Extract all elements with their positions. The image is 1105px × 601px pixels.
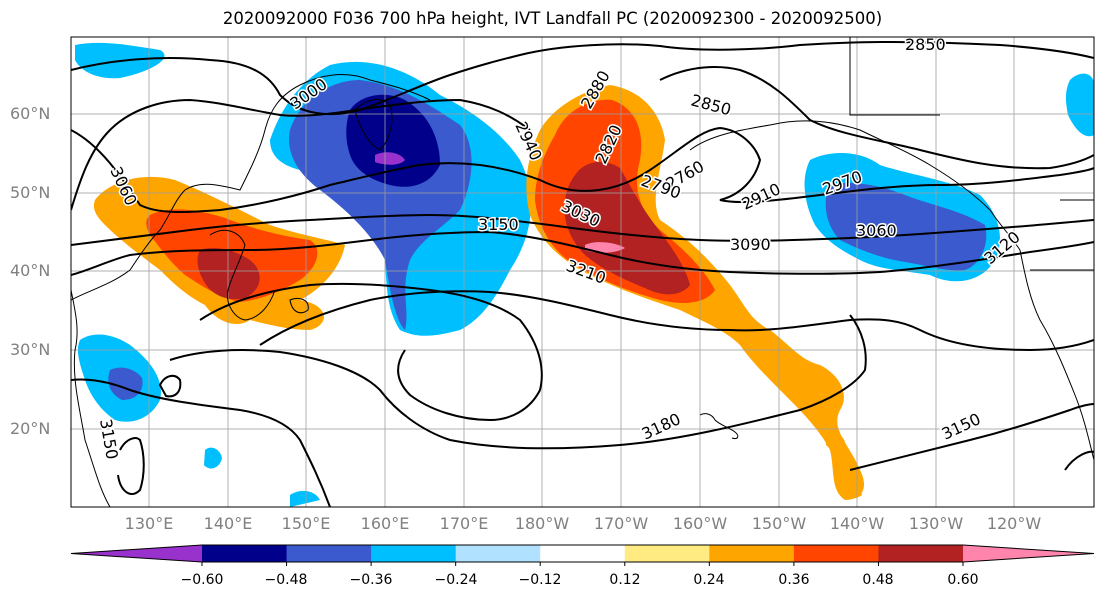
colorbar-extend-low (71, 545, 202, 562)
map-title: 2020092000 F036 700 hPa height, IVT Land… (222, 9, 883, 28)
lon-label: 160°E (360, 514, 410, 533)
lat-label: 30°N (10, 340, 51, 359)
lon-label: 160°W (672, 514, 728, 533)
colorbar-tick-label: 0.48 (862, 572, 894, 588)
colorbar-tick-label: −0.60 (180, 572, 224, 588)
lat-label: 20°N (10, 419, 51, 438)
lon-label: 130°E (124, 514, 174, 533)
colorbar-tick-label: 0.24 (693, 572, 725, 588)
colorbar-tick-label: 0.36 (778, 572, 810, 588)
colorbar-segment (540, 545, 626, 562)
colorbar-extend-high (963, 545, 1094, 562)
colorbar-segment (709, 545, 795, 562)
colorbar-tick-label: 0.60 (947, 572, 979, 588)
colorbar-tick-label: −0.24 (434, 572, 478, 588)
lon-label: 120°W (986, 514, 1042, 533)
contour-label: 3090 (730, 235, 771, 254)
lat-label: 40°N (10, 261, 51, 280)
colorbar-segment (624, 545, 710, 562)
colorbar-tick-label: −0.48 (264, 572, 308, 588)
contour-label: 3060 (856, 221, 897, 240)
gridlines (71, 37, 1094, 507)
lat-label: 50°N (10, 183, 51, 202)
colorbar-segment (202, 545, 288, 562)
colorbar-segment (286, 545, 372, 562)
colorbar-tick-label: −0.36 (349, 572, 393, 588)
contour-label: 2850 (905, 35, 946, 54)
lon-label: 140°E (203, 514, 253, 533)
lon-label: 170°W (593, 514, 649, 533)
lon-label: 170°E (439, 514, 489, 533)
colorbar-segment (878, 545, 964, 562)
colorbar-segment (371, 545, 457, 562)
positive-anomaly-shading (93, 85, 865, 500)
lat-label: 60°N (10, 104, 51, 123)
coastlines (71, 37, 1094, 507)
colorbar-tick-label: 0.12 (609, 572, 641, 588)
lon-label: 150°E (281, 514, 331, 533)
lon-label: 130°W (908, 514, 964, 533)
lon-label: 150°W (751, 514, 807, 533)
lon-label: 180°W (514, 514, 570, 533)
colorbar-tick-label: −0.12 (518, 572, 562, 588)
lon-label: 140°W (829, 514, 885, 533)
colorbar-segment (793, 545, 879, 562)
height-contours (71, 40, 1094, 507)
contour-label: 3150 (478, 215, 519, 234)
colorbar-segment (455, 545, 541, 562)
